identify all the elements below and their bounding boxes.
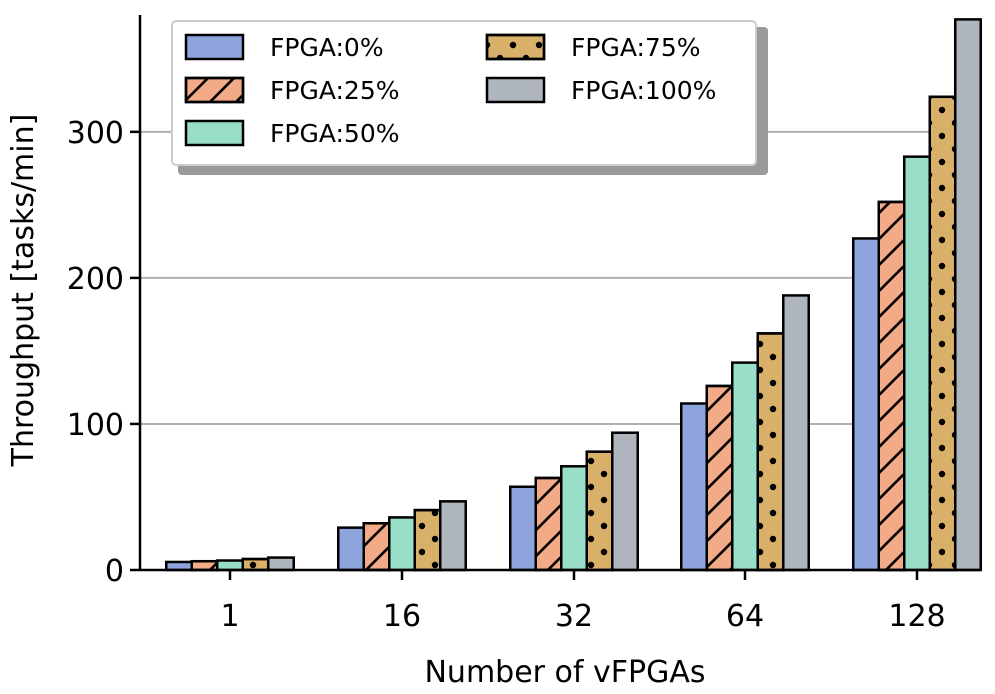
x-tick-label: 128 (888, 599, 945, 634)
bar-fpga-100--128 (954, 18, 982, 572)
bar-fpga-100--32 (611, 431, 639, 572)
bar-fpga-100--1 (267, 556, 295, 572)
legend-label: FPGA:50% (270, 119, 399, 148)
bar-fpga-50--128 (903, 155, 931, 572)
legend-label: FPGA:75% (571, 33, 700, 62)
legend-swatch (184, 119, 245, 147)
bar-fpga-100--64 (782, 294, 810, 572)
bar-fpga-50--32 (560, 465, 588, 572)
y-tick-label: 100 (67, 408, 124, 443)
bar-fpga-100--16 (439, 500, 467, 572)
bar-hatch (241, 557, 270, 572)
bar-hatch (413, 508, 442, 572)
bar-hatch (362, 522, 391, 572)
legend-swatch-hatch (184, 76, 245, 104)
legend-swatch (485, 76, 546, 104)
bar-fpga-50--64 (731, 361, 759, 572)
x-tick-label: 64 (726, 599, 764, 634)
axes (138, 15, 980, 572)
y-axis-label: Throughput [tasks/min] (6, 114, 41, 468)
bar-hatch (705, 384, 734, 572)
x-tick-label: 1 (220, 599, 239, 634)
legend-box (171, 20, 757, 166)
x-axis-label: Number of vFPGAs (424, 655, 705, 690)
legend-label: FPGA:25% (270, 76, 399, 105)
bar-fpga-0--32 (509, 485, 537, 572)
bar-fpga-0--128 (852, 237, 880, 572)
y-tick-label: 0 (105, 554, 124, 589)
x-tick-label: 16 (383, 599, 421, 634)
legend-label: FPGA:100% (571, 76, 716, 105)
bar-hatch (534, 476, 563, 572)
legend-label: FPGA:0% (270, 33, 384, 62)
bar-hatch (190, 559, 219, 572)
bar-fpga-0--64 (680, 402, 708, 572)
x-tick-label: 32 (555, 599, 593, 634)
legend-swatch (184, 33, 245, 61)
legend: FPGA:0% FPGA:25% FPGA:50% FPGA:75% FPGA:100% (171, 20, 768, 175)
bar-hatch (877, 200, 906, 572)
y-tick-label: 300 (67, 116, 124, 151)
tick-marks: 0 100 200 300 1 16 32 64 128 (67, 116, 946, 634)
legend-swatch-hatch (485, 33, 546, 61)
bar-hatch (756, 332, 785, 572)
bar-fpga-0--16 (337, 526, 365, 572)
bar-fpga-50--1 (216, 559, 244, 572)
bar-hatch (928, 95, 957, 572)
y-tick-label: 200 (67, 262, 124, 297)
bar-hatch (585, 450, 614, 572)
bar-fpga-50--16 (388, 516, 416, 572)
